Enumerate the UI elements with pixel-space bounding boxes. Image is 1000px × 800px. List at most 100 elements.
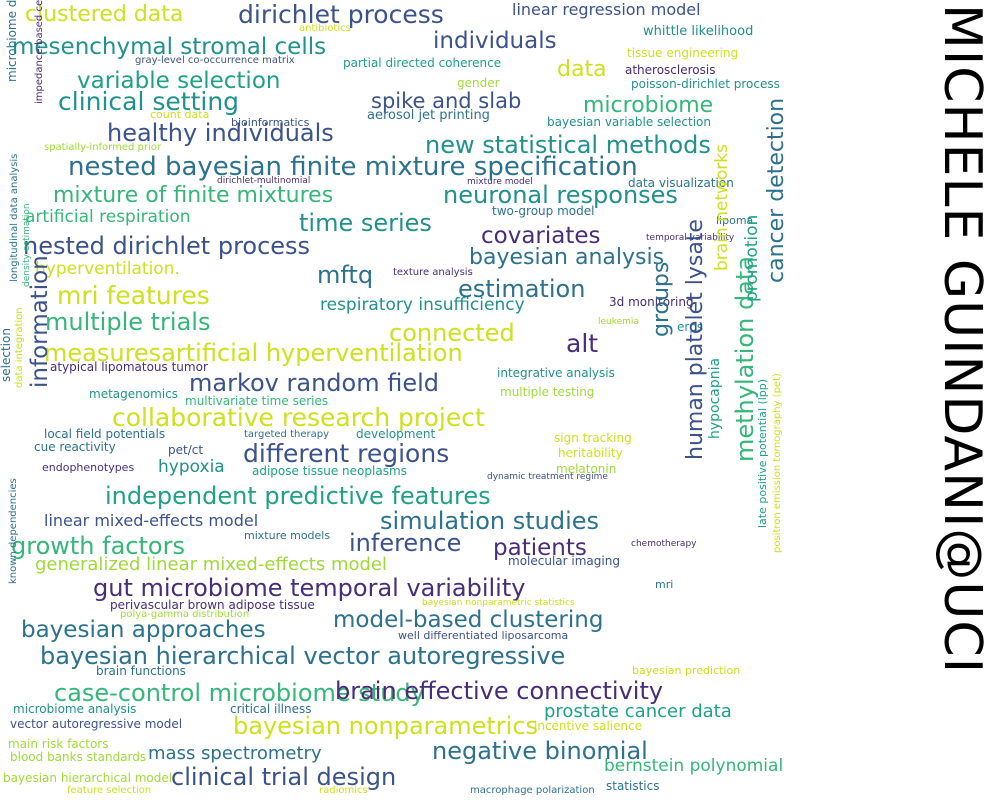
cloud-word: inference [349,529,462,557]
cloud-word: linear mixed-effects model [44,511,259,530]
cloud-word: information [27,255,53,388]
cloud-word: endophenotypes [42,461,135,474]
cloud-word: variable selection [77,68,281,94]
cloud-word: blood banks standards [10,750,147,764]
cloud-word: collaborative research project [112,403,485,432]
cloud-word: perivascular brown adipose tissue [110,598,315,612]
cloud-word: patients [493,535,587,561]
cloud-word: brain networks [712,144,732,271]
cloud-word: spatially-informed prior [44,142,161,153]
cloud-word: gray-level co-occurrence matrix [135,55,295,66]
cloud-word: dirichlet process [238,0,444,29]
cloud-word: cancer detection [764,97,789,283]
side-title: MICHELE GUINDANI@UCI [932,4,992,675]
cloud-word: positron emission tomography (pet) [772,373,783,553]
cloud-word: mri [655,578,674,591]
cloud-word: erps [677,320,704,334]
cloud-word: pet/ct [168,443,204,457]
cloud-word: covariates [481,223,601,249]
cloud-word: count data [150,108,210,121]
cloud-word: brain functions [96,664,186,678]
cloud-word: case-control microbiome study [54,679,425,707]
cloud-word: promotion [742,214,762,302]
cloud-word: time series [299,209,432,237]
cloud-word: late positive potential (lpp) [756,378,769,528]
cloud-word: dirichlet-multinomial [217,176,311,186]
cloud-word: mixture models [244,529,331,542]
cloud-word: microbiome analysis [13,702,137,716]
cloud-word: bayesian nonparametrics [233,712,539,740]
cloud-word: molecular imaging [508,554,620,568]
cloud-word: growth factors [11,532,185,560]
cloud-word: heritability [558,446,623,460]
cloud-word: data [557,57,607,82]
word-cloud: clustered data dirichlet process linear re… [0,0,789,796]
cloud-word: lipoma [716,214,754,227]
cloud-word: alt [566,329,599,358]
cloud-word: radiomics [319,785,368,796]
cloud-word: two-group model [492,204,595,218]
cloud-word: poisson-dirichlet process [631,77,780,91]
cloud-word: healthy individuals [107,119,334,147]
cloud-word: known dependencies [8,478,19,584]
cloud-word: bayesian approaches [21,617,266,643]
cloud-word: spike and slab [371,89,522,113]
cloud-word: mixture of finite mixtures [53,183,334,208]
cloud-word: well differentiated liposarcoma [398,629,569,642]
cloud-word: texture analysis [393,267,473,278]
cloud-word: hyperventilation. [35,259,180,279]
cloud-word: hypocapnia [707,357,723,439]
cloud-word: nested dirichlet process [23,232,311,260]
cloud-word: chemotherapy [631,539,697,549]
cloud-word: gut microbiome temporal variability [93,574,526,602]
cloud-word: feature selection [67,785,152,796]
cloud-word: macrophage polarization [470,785,595,796]
cloud-word: metagenomics [89,387,178,401]
cloud-word: microbiome data [5,0,19,82]
cloud-word: nested bayesian finite mixture specifica… [68,152,638,182]
cloud-word: prostate cancer data [544,701,732,722]
cloud-word: targeted therapy [244,429,329,440]
cloud-word: different regions [243,439,450,468]
cloud-word: negative binomial [432,737,648,765]
cloud-word: temporal variability [646,233,735,243]
cloud-word: adipose tissue neoplasms [252,464,407,478]
cloud-word: bernstein polynomial [604,756,784,776]
cloud-word: bayesian nonparametric statistics [422,598,575,608]
cloud-word: bayesian prediction [632,664,741,677]
cloud-word: partial directed coherence [343,56,502,70]
cloud-word: 3d monitoring [609,295,694,309]
cloud-word: new statistical methods [425,131,711,159]
cloud-word: mixture model [467,177,533,187]
cloud-word: selection [0,328,13,382]
cloud-word: aerosol jet printing [367,108,490,123]
cloud-word: incentive salience [534,719,643,733]
cloud-word: melatonin [556,462,617,476]
cloud-word: model-based clustering [333,607,604,633]
cloud-word: local field potentials [44,427,166,441]
cloud-word: bayesian variable selection [547,115,711,129]
cloud-word: artificial respiration [25,207,191,227]
cloud-word: independent predictive features [105,482,491,510]
cloud-word: statistics [606,779,660,793]
cloud-word: clinical trial design [171,763,397,791]
cloud-word: human platelet lysate [683,219,708,460]
cloud-word: individuals [433,28,557,54]
cloud-word: tissue engineering [627,46,739,60]
cloud-word: main risk factors [8,737,109,751]
cloud-word: cue reactivity [34,440,116,454]
cloud-word: vector autoregressive model [10,717,183,731]
cloud-word: multiple trials [45,308,211,336]
cloud-word: estimation [458,275,586,303]
cloud-word: data visualization [628,176,734,190]
cloud-word: polya-gamma distribution [120,609,250,620]
cloud-word: clinical setting [58,87,240,116]
cloud-word: connected [389,319,515,347]
cloud-word: dynamic treatment regime [487,472,608,482]
cloud-word: atherosclerosis [625,63,716,77]
cloud-word: brain effective connectivity [335,677,664,705]
cloud-word: sign tracking [554,431,632,445]
cloud-word: markov random field [189,369,440,397]
cloud-word: neuronal responses [443,181,678,209]
cloud-word: linear regression model [512,0,701,19]
